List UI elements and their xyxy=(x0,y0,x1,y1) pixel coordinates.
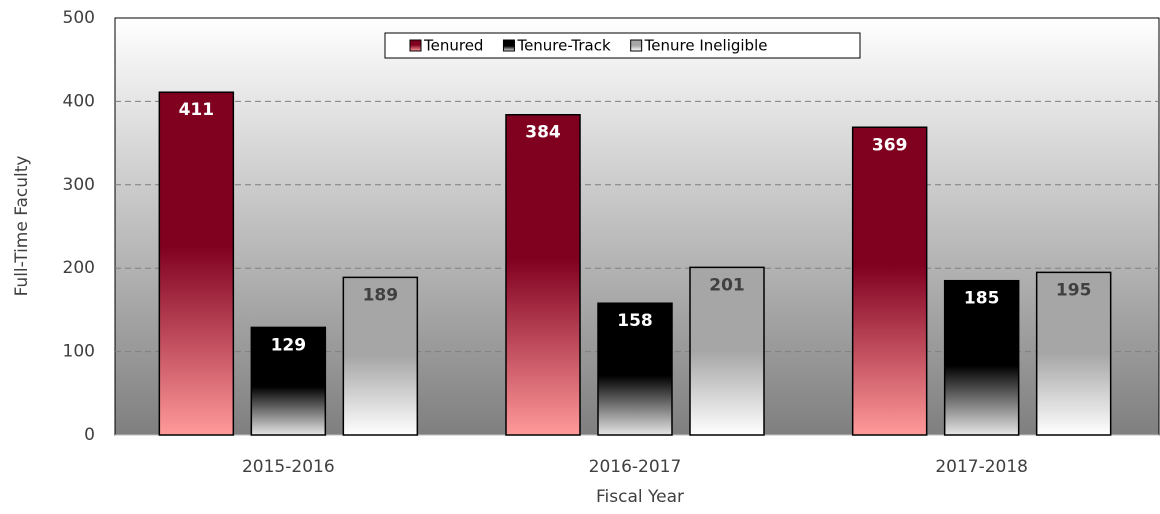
legend xyxy=(384,32,861,59)
data-label: 201 xyxy=(709,275,745,295)
bar xyxy=(342,276,419,436)
bar xyxy=(851,126,928,436)
y-axis-title: Full-Time Faculty xyxy=(12,156,32,297)
data-label: 384 xyxy=(525,123,561,143)
data-label: 129 xyxy=(271,335,307,355)
y-tick-label: 500 xyxy=(63,8,95,28)
data-label: 369 xyxy=(872,135,908,155)
legend-label: Tenured xyxy=(423,37,483,55)
data-label: 158 xyxy=(617,311,653,331)
x-tick-label: 2016-2017 xyxy=(589,457,682,477)
x-axis-title: Fiscal Year xyxy=(596,487,684,507)
bar xyxy=(505,113,581,436)
bar xyxy=(158,91,235,436)
y-tick-label: 400 xyxy=(63,91,95,111)
bar xyxy=(250,326,327,436)
bar xyxy=(1035,271,1112,436)
legend-swatch xyxy=(409,39,422,52)
y-tick-label: 0 xyxy=(84,425,95,445)
bar xyxy=(943,279,1020,436)
legend-label: Tenure Ineligible xyxy=(644,37,768,55)
legend-swatch xyxy=(502,39,515,52)
y-tick-label: 300 xyxy=(63,175,95,195)
legend-swatch xyxy=(630,39,643,52)
data-label: 195 xyxy=(1056,280,1092,300)
bar xyxy=(597,302,673,436)
data-label: 185 xyxy=(964,289,1000,309)
legend-label: Tenure-Track xyxy=(516,37,611,55)
data-label: 189 xyxy=(363,285,399,305)
bar xyxy=(689,266,765,436)
data-label: 411 xyxy=(179,100,215,120)
x-tick-label: 2015-2016 xyxy=(242,457,335,477)
y-tick-label: 100 xyxy=(63,342,95,362)
y-tick-label: 200 xyxy=(63,258,95,278)
x-tick-label: 2017-2018 xyxy=(935,457,1028,477)
